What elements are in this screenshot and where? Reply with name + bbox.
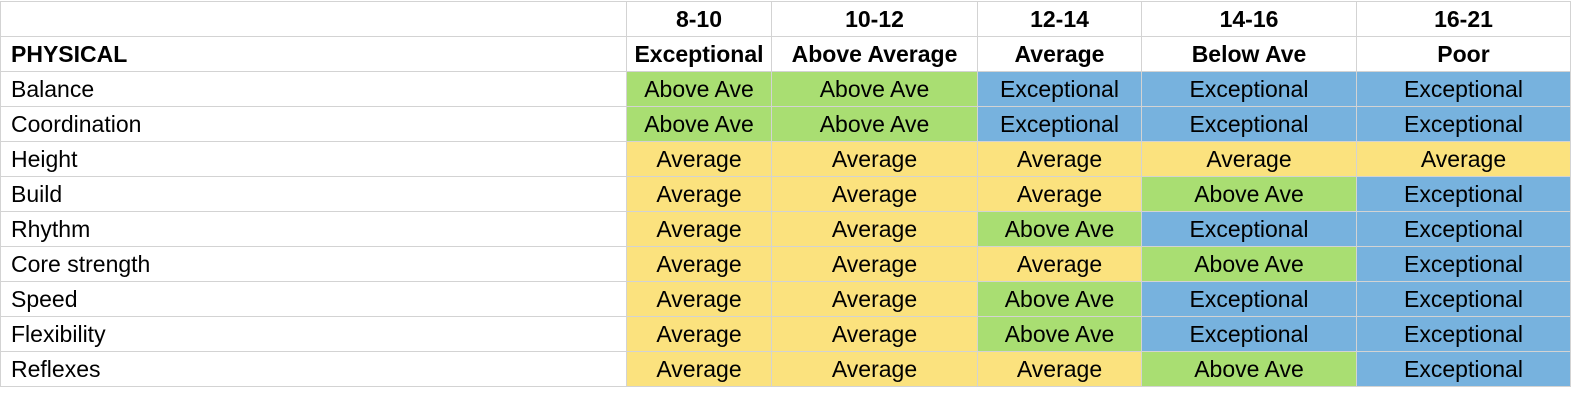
rating-cell[interactable]: Average <box>771 176 978 212</box>
rating-cell[interactable]: Exceptional <box>1141 71 1357 107</box>
rating-cell[interactable]: Average <box>626 141 772 177</box>
rating-cell[interactable]: Exceptional <box>1141 211 1357 247</box>
table-row: Coordination Above Ave Above Ave Exceptiona… <box>0 106 1571 142</box>
age-range-header[interactable]: 12-14 <box>977 1 1142 37</box>
age-range-header-row: 8-10 10-12 12-14 14-16 16-21 <box>0 1 1571 37</box>
rating-cell[interactable]: Average <box>977 351 1142 387</box>
table-row: Core strength Average Average Average Above … <box>0 246 1571 282</box>
rating-cell[interactable]: Exceptional <box>1356 351 1571 387</box>
physical-ratings-table: 8-10 10-12 12-14 14-16 16-21 PHYSICAL Ex… <box>0 1 1571 387</box>
rating-header[interactable]: Exceptional <box>626 36 772 72</box>
attribute-label[interactable]: Speed <box>0 281 627 317</box>
rating-cell[interactable]: Average <box>626 351 772 387</box>
age-range-header[interactable]: 14-16 <box>1141 1 1357 37</box>
table-row: Reflexes Average Average Average Above Ave Ex… <box>0 351 1571 387</box>
rating-cell[interactable]: Exceptional <box>1356 71 1571 107</box>
rating-header-row: PHYSICAL Exceptional Above Average Avera… <box>0 36 1571 72</box>
rating-cell[interactable]: Above Ave <box>771 71 978 107</box>
attribute-label[interactable]: Reflexes <box>0 351 627 387</box>
rating-header[interactable]: Below Ave <box>1141 36 1357 72</box>
attribute-label[interactable]: Rhythm <box>0 211 627 247</box>
rating-cell[interactable]: Above Ave <box>1141 246 1357 282</box>
table-row: Build Average Average Average Above Ave Excep… <box>0 176 1571 212</box>
rating-cell[interactable]: Exceptional <box>1141 106 1357 142</box>
rating-cell[interactable]: Exceptional <box>1356 246 1571 282</box>
rating-cell[interactable]: Average <box>771 281 978 317</box>
rating-header[interactable]: Poor <box>1356 36 1571 72</box>
age-range-header[interactable]: 10-12 <box>771 1 978 37</box>
rating-cell[interactable]: Average <box>626 211 772 247</box>
rating-cell[interactable]: Above Ave <box>771 106 978 142</box>
rating-cell[interactable]: Above Ave <box>626 71 772 107</box>
rating-cell[interactable]: Average <box>977 176 1142 212</box>
rating-cell[interactable]: Average <box>771 246 978 282</box>
rating-cell[interactable]: Exceptional <box>1356 316 1571 352</box>
rating-cell[interactable]: Average <box>771 351 978 387</box>
rating-header[interactable]: Above Average <box>771 36 978 72</box>
age-range-header[interactable]: 16-21 <box>1356 1 1571 37</box>
blank-header-cell[interactable] <box>0 1 627 37</box>
age-range-header[interactable]: 8-10 <box>626 1 772 37</box>
rating-cell[interactable]: Exceptional <box>1356 281 1571 317</box>
rating-cell[interactable]: Above Ave <box>977 316 1142 352</box>
rating-cell[interactable]: Exceptional <box>1141 281 1357 317</box>
rating-cell[interactable]: Exceptional <box>1356 211 1571 247</box>
attribute-label[interactable]: Flexibility <box>0 316 627 352</box>
rating-cell[interactable]: Above Ave <box>1141 351 1357 387</box>
rating-cell[interactable]: Average <box>771 316 978 352</box>
section-title[interactable]: PHYSICAL <box>0 36 627 72</box>
table-row: Flexibility Average Average Above Ave Except… <box>0 316 1571 352</box>
attribute-label[interactable]: Height <box>0 141 627 177</box>
rating-cell[interactable]: Average <box>771 141 978 177</box>
rating-cell[interactable]: Above Ave <box>626 106 772 142</box>
table-row: Rhythm Average Average Above Ave Exceptional… <box>0 211 1571 247</box>
rating-cell[interactable]: Above Ave <box>977 281 1142 317</box>
table-row: Speed Average Average Above Ave Exceptional E… <box>0 281 1571 317</box>
rating-cell[interactable]: Exceptional <box>1141 316 1357 352</box>
rating-cell[interactable]: Average <box>1141 141 1357 177</box>
rating-header[interactable]: Average <box>977 36 1142 72</box>
rating-cell[interactable]: Average <box>977 246 1142 282</box>
table-row: Height Average Average Average Average Averag… <box>0 141 1571 177</box>
rating-cell[interactable]: Average <box>1356 141 1571 177</box>
rating-cell[interactable]: Exceptional <box>1356 106 1571 142</box>
rating-cell[interactable]: Average <box>626 246 772 282</box>
rating-cell[interactable]: Above Ave <box>1141 176 1357 212</box>
attribute-label[interactable]: Build <box>0 176 627 212</box>
rating-cell[interactable]: Exceptional <box>977 106 1142 142</box>
rating-cell[interactable]: Average <box>626 316 772 352</box>
rating-cell[interactable]: Average <box>626 281 772 317</box>
attribute-label[interactable]: Balance <box>0 71 627 107</box>
rating-cell[interactable]: Exceptional <box>977 71 1142 107</box>
rating-cell[interactable]: Average <box>626 176 772 212</box>
rating-cell[interactable]: Above Ave <box>977 211 1142 247</box>
rating-cell[interactable]: Exceptional <box>1356 176 1571 212</box>
attribute-label[interactable]: Coordination <box>0 106 627 142</box>
rating-cell[interactable]: Average <box>977 141 1142 177</box>
table-row: Balance Above Ave Above Ave Exceptional Exce… <box>0 71 1571 107</box>
attribute-label[interactable]: Core strength <box>0 246 627 282</box>
rating-cell[interactable]: Average <box>771 211 978 247</box>
